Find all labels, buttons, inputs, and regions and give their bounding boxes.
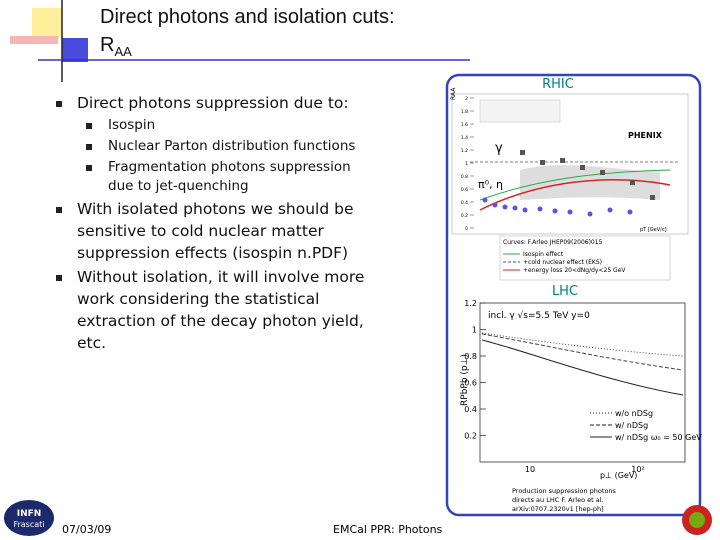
lhc-ytick: 0.2	[464, 432, 477, 441]
lhc-label: LHC	[552, 284, 578, 299]
caption: directs au LHC F. Arleo et al.	[512, 496, 604, 504]
caption: arXiv:0707.2320v1 [hep-ph]	[512, 505, 604, 513]
data-points	[482, 197, 633, 217]
rhic-ylabel: RAA	[450, 87, 457, 100]
sub-bullet-text: Fragmentation photons suppression due to…	[108, 159, 351, 194]
bullet-text: Direct photons suppression due to:	[77, 94, 349, 112]
lhc-ytick: 0.8	[464, 352, 477, 361]
lhc-ytick: 1.2	[464, 299, 477, 308]
deco-yellow	[32, 8, 62, 38]
legend-text: w/ nDSg	[615, 421, 648, 430]
curve	[481, 332, 684, 357]
data-points	[520, 150, 655, 200]
logo	[4, 500, 54, 536]
title: Direct photons and isolation cuts:	[100, 6, 395, 28]
bullet-marker	[86, 144, 92, 150]
bullet-text: Without isolation, it will involve more …	[77, 268, 365, 352]
deco-red	[10, 36, 58, 44]
sub-bullet-text: Isospin	[108, 117, 156, 133]
lhc-plot	[479, 302, 686, 463]
footer-center: EMCal PPR: Photons	[333, 523, 443, 536]
bullet-marker	[86, 123, 92, 129]
rhic-ytick: 1.4	[461, 135, 468, 141]
logo-text: INFN	[17, 509, 42, 519]
deco-blue	[62, 38, 88, 62]
rhic-ytick: 0.6	[461, 187, 468, 193]
legend-text: w/o nDSg	[615, 409, 653, 418]
curve	[481, 333, 684, 371]
rhic-gamma: γ	[495, 141, 503, 156]
rhic-ytick: 1.8	[461, 109, 468, 115]
rhic-label: RHIC	[542, 77, 574, 92]
bullet-marker	[56, 207, 62, 213]
rhic-inset	[479, 99, 561, 123]
rhic-ytick: 0.2	[461, 213, 468, 219]
rhic-ytick: 0.8	[461, 174, 468, 180]
rhic-ytick: 1.2	[461, 148, 468, 154]
bullet-marker	[56, 275, 62, 281]
subtitle: RAA	[100, 34, 132, 59]
curve	[481, 339, 684, 396]
bullet-text: With isolated photons we should be sensi…	[77, 200, 354, 262]
subtitle-sub: AA	[114, 44, 132, 59]
lhc-xlabel: p⊥ (GeV)	[600, 471, 637, 480]
curve	[479, 179, 671, 211]
bullet-marker	[56, 101, 62, 107]
lhc-title: incl. γ √s=5.5 TeV y=0	[488, 310, 590, 321]
legend-text: Isospin effect	[523, 251, 564, 258]
rhic-experiment: PHENIX	[628, 131, 663, 140]
lhc-ytick: 0.4	[464, 405, 477, 414]
legend-text: Curves: F.Arleo JHEP09(2006)015	[503, 239, 603, 246]
rhic-ytick: 0	[465, 226, 468, 232]
band	[520, 165, 660, 200]
logo-right	[689, 512, 705, 528]
legend-text: w/ nDSg ω₀ = 50 GeV	[615, 433, 702, 442]
logo-text: Frascati	[13, 520, 44, 529]
rhic-ytick: 1.6	[461, 122, 468, 128]
bullet-marker	[86, 165, 92, 171]
footer-date: 07/03/09	[62, 523, 112, 536]
rhic-legend	[499, 235, 671, 281]
rhic-xlabel: pT [GeV/c]	[640, 227, 667, 233]
lhc-xtick: 10	[525, 465, 535, 474]
caption: Production suppression photons	[512, 487, 617, 495]
legend-text: +energy loss 20<dNg/dy<25 GeV	[523, 267, 626, 274]
legend-text: +cold nuclear effect (EKS)	[523, 259, 602, 266]
rhic-pion: π⁰, η	[478, 178, 503, 191]
rhic-ytick: 2	[465, 96, 468, 102]
lhc-ytick: 0.6	[464, 379, 477, 388]
lhc-xtick: 10²	[631, 465, 644, 474]
rhic-ytick: 0.4	[461, 200, 468, 206]
lhc-ylabel: RPbPb (p⊥)	[460, 354, 470, 406]
rhic-ytick: 1	[465, 161, 468, 167]
subtitle-text: R	[100, 34, 115, 56]
sub-bullet-text: Nuclear Parton distribution functions	[108, 138, 356, 154]
curve	[479, 169, 671, 201]
lhc-ytick: 1	[472, 326, 477, 335]
